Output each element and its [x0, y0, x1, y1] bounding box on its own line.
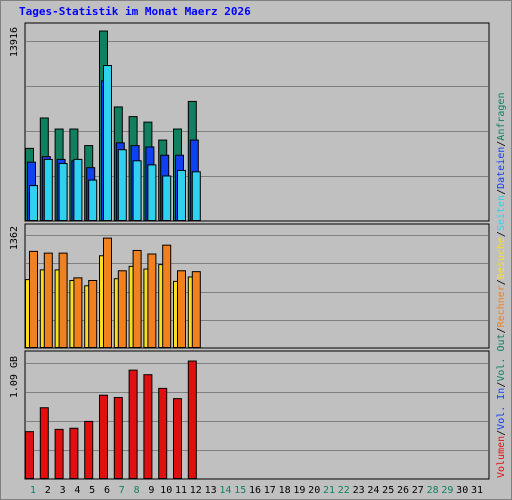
bar-volumen-day-12 [187, 360, 197, 479]
x-tick-day-8: 8 [134, 485, 140, 496]
legend-separator: / [496, 279, 507, 285]
bar-rechner-day-11 [177, 270, 186, 348]
x-tick-day-24: 24 [367, 485, 379, 496]
bar-rechner-day-4 [73, 277, 83, 348]
panel-1-border [24, 22, 490, 222]
legend-separator: / [496, 430, 507, 436]
x-tick-day-19: 19 [293, 485, 305, 496]
bar-seiten-day-10 [162, 175, 172, 221]
legend-item: Rechner [496, 285, 507, 327]
x-tick-day-29: 29 [441, 485, 453, 496]
bar-volumen-day-9 [143, 374, 153, 479]
bar-volumen-day-4 [69, 427, 79, 479]
x-tick-day-11: 11 [175, 485, 187, 496]
bar-seiten-day-2 [43, 158, 53, 222]
bar-volumen-day-1 [25, 431, 34, 480]
legend-separator: / [496, 141, 507, 147]
bar-volumen-day-2 [39, 407, 49, 479]
bar-seiten-day-6 [103, 65, 112, 222]
bar-volumen-day-7 [113, 396, 123, 479]
bar-rechner-day-8 [132, 249, 142, 349]
legend-item: Dateien [496, 147, 507, 189]
x-tick-day-3: 3 [60, 485, 66, 496]
bar-seiten-day-1 [29, 185, 38, 221]
x-tick-day-17: 17 [264, 485, 276, 496]
x-tick-day-10: 10 [160, 485, 172, 496]
bar-seiten-day-8 [132, 160, 142, 221]
x-tick-day-21: 21 [323, 485, 335, 496]
y-max-label-3: 1.09 GB [9, 356, 20, 398]
bar-rechner-day-2 [43, 252, 53, 349]
bar-rechner-day-10 [162, 244, 172, 348]
bar-seiten-day-9 [147, 164, 157, 221]
x-tick-day-30: 30 [456, 485, 468, 496]
x-tick-day-28: 28 [427, 485, 439, 496]
x-tick-day-13: 13 [205, 485, 217, 496]
bar-volumen-day-10 [158, 387, 168, 479]
legend-separator: / [496, 189, 507, 195]
bar-volumen-day-3 [54, 428, 64, 480]
bar-seiten-day-4 [73, 158, 83, 222]
x-tick-day-16: 16 [249, 485, 261, 496]
bar-rechner-day-5 [88, 280, 98, 349]
bar-volumen-day-11 [173, 398, 182, 480]
legend-item: Vol. In [496, 388, 507, 430]
bar-seiten-day-11 [177, 169, 186, 221]
bar-volumen-day-8 [128, 369, 138, 479]
legend-separator: / [496, 231, 507, 237]
bar-seiten-day-7 [117, 149, 127, 221]
x-tick-day-9: 9 [148, 485, 154, 496]
x-tick-day-27: 27 [412, 485, 424, 496]
legend: Volumen/Vol. In/Vol. Out/Rechner/Besuche… [496, 93, 507, 478]
x-tick-day-2: 2 [45, 485, 51, 496]
legend-separator: / [496, 327, 507, 333]
y-max-label-2: 1362 [9, 226, 20, 250]
legend-item: Seiten [496, 195, 507, 231]
bar-seiten-day-5 [88, 179, 98, 221]
x-tick-day-31: 31 [471, 485, 483, 496]
legend-item: Volumen [496, 436, 507, 478]
bar-volumen-day-6 [99, 394, 108, 479]
x-tick-day-20: 20 [308, 485, 320, 496]
x-tick-day-14: 14 [219, 485, 231, 496]
bar-rechner-day-9 [147, 253, 157, 348]
bar-seiten-day-12 [191, 171, 201, 221]
x-tick-day-18: 18 [279, 485, 291, 496]
x-tick-day-12: 12 [190, 485, 202, 496]
x-tick-day-1: 1 [30, 485, 36, 496]
bar-volumen-day-5 [84, 420, 94, 480]
x-tick-day-25: 25 [382, 485, 394, 496]
x-tick-day-26: 26 [397, 485, 409, 496]
x-tick-day-22: 22 [338, 485, 350, 496]
panel-3-border [24, 350, 490, 480]
x-tick-day-6: 6 [104, 485, 110, 496]
chart-title: Tages-Statistik im Monat Maerz 2026 [19, 5, 251, 18]
bar-rechner-day-3 [58, 252, 68, 349]
y-max-label-1: 13916 [9, 27, 20, 57]
x-tick-day-4: 4 [74, 485, 80, 496]
bar-rechner-day-12 [191, 271, 201, 348]
legend-item: Anfragen [496, 93, 507, 141]
legend-item: Vol. Out [496, 333, 507, 381]
legend-item: Besuche [496, 237, 507, 279]
bar-rechner-day-1 [29, 250, 38, 348]
x-tick-day-5: 5 [89, 485, 95, 496]
x-tick-day-7: 7 [119, 485, 125, 496]
bar-rechner-day-6 [103, 237, 112, 349]
legend-separator: / [496, 382, 507, 388]
x-tick-day-23: 23 [353, 485, 365, 496]
x-tick-day-15: 15 [234, 485, 246, 496]
bar-seiten-day-3 [58, 163, 68, 222]
bar-rechner-day-7 [117, 270, 127, 348]
